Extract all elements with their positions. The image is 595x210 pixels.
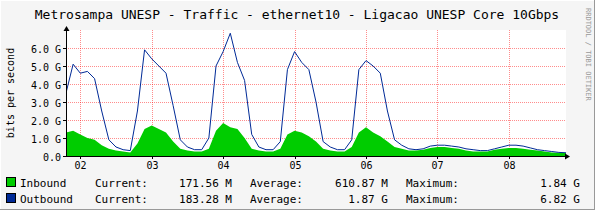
tick-mark [63,138,66,139]
frame [0,0,595,1]
legend-value: 1.87 G [348,193,388,206]
tick-label: 07 [431,160,443,171]
tick-label: 02 [74,160,86,171]
frame [0,209,595,210]
legend-value: 171.56 M [179,177,232,190]
legend-label: Outbound [20,193,73,206]
tick-label: 03 [146,160,158,171]
legend-field: Maximum: [406,193,459,206]
grid-line [66,48,566,49]
grid-line [66,120,566,121]
tick-label: 08 [503,160,515,171]
legend-field: Current: [95,193,148,206]
tick-label: 4.0 G [31,80,61,91]
frame [0,0,1,210]
axis-arrow [565,154,570,160]
grid-line [66,156,566,157]
legend-value: 610.87 M [335,177,388,190]
grid-line [437,30,438,156]
plot-background [66,30,566,156]
tick-label: 06 [360,160,372,171]
background [0,0,595,210]
tick-mark [63,120,66,121]
tick-label: 3.0 G [31,98,61,109]
x-axis [66,156,566,157]
tick-label: 1.0 G [31,134,61,145]
tick-mark [63,48,66,49]
line [66,33,566,153]
y-axis [66,30,67,156]
area [66,123,566,156]
grid-line [66,66,566,67]
grid-line [509,30,510,156]
tick-mark [63,156,66,157]
tick-label: 04 [217,160,229,171]
tick-label: 0.0 [43,152,61,163]
legend-field: Maximum: [406,177,459,190]
frame [594,0,595,210]
tick-label: 6.0 G [31,44,61,55]
legend-value: 6.82 G [540,193,580,206]
legend-field: Average: [250,177,303,190]
tick-label: 5.0 G [31,62,61,73]
chart: Metrosampa UNESP - Traffic - ethernet10 … [0,0,595,210]
tick-mark [63,66,66,67]
legend-field: Average: [250,193,303,206]
legend-value: 1.84 G [540,177,580,190]
legend-value: 183.28 M [179,193,232,206]
legend-swatch [7,178,16,187]
legend-field: Current: [95,177,148,190]
title: Metrosampa UNESP - Traffic - ethernet10 … [35,7,559,22]
y-label: bits per second [5,48,16,138]
axis-arrow [64,26,70,31]
credit: RRDTOOL / TOBI OETIKER [584,8,592,102]
legend-swatch [7,194,16,203]
tick-label: 2.0 G [31,116,61,127]
tick-label: 05 [289,160,301,171]
marks [66,33,566,156]
legend-label: Inbound [20,177,66,190]
tick-mark [63,84,66,85]
tick-mark [63,102,66,103]
